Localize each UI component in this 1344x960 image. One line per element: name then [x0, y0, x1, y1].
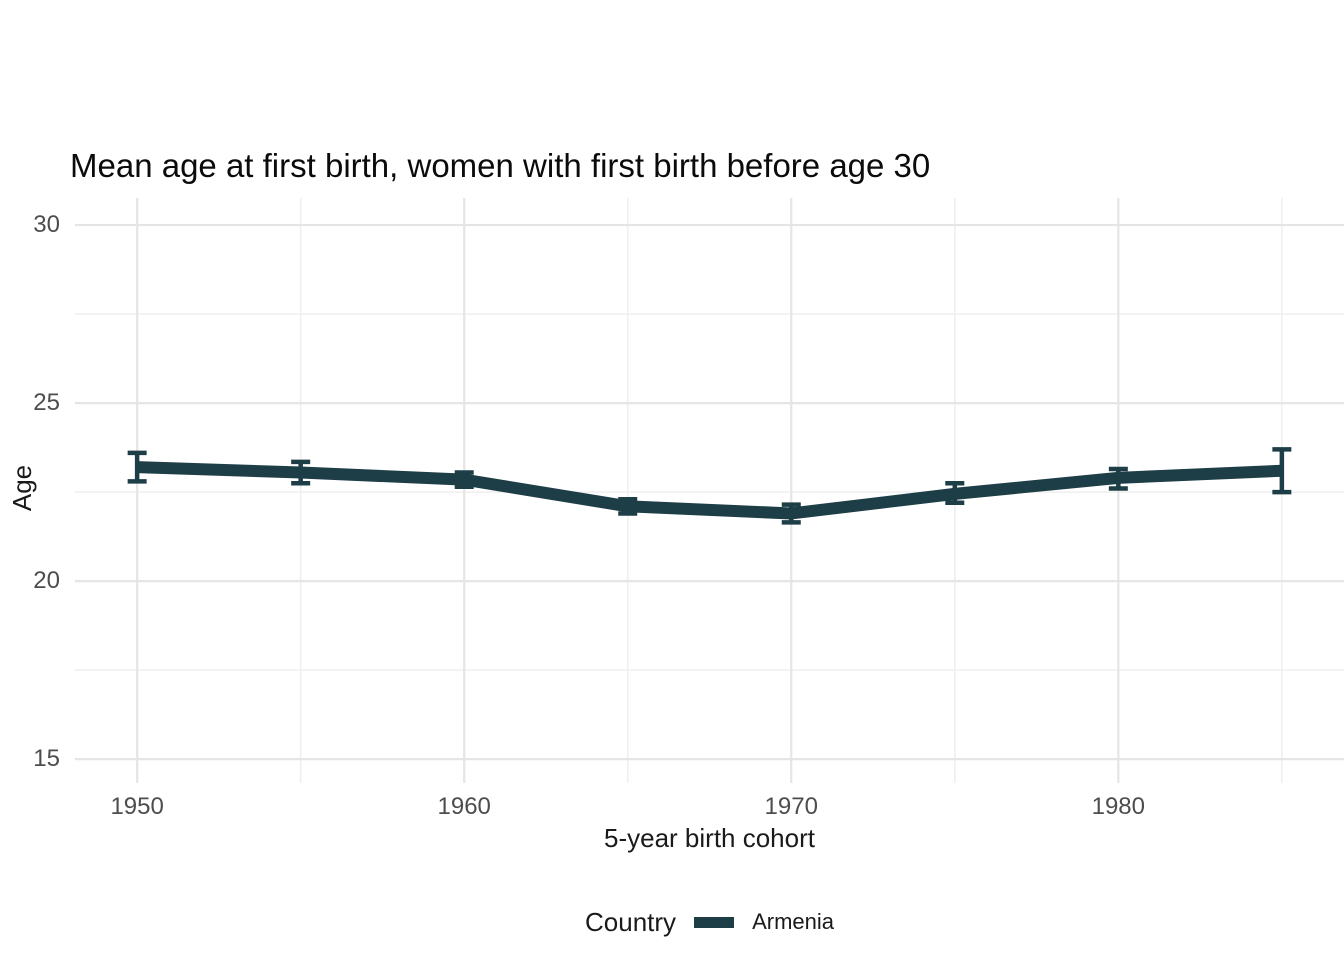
y-axis-title: Age	[7, 464, 37, 512]
y-tick-label: 15	[33, 745, 60, 773]
y-tick-label: 30	[33, 211, 60, 239]
x-axis-title: 5-year birth cohort	[604, 823, 815, 853]
x-tick-label: 1950	[110, 793, 164, 820]
series-line-armenia	[136, 461, 1283, 520]
legend-item-label: Armenia	[752, 909, 834, 934]
y-tick-label: 20	[33, 567, 60, 595]
legend-title: Country	[585, 906, 677, 937]
y-tick-label: 25	[33, 389, 60, 417]
legend: Country Armenia	[75, 898, 1344, 946]
legend-line-swatch	[694, 916, 735, 928]
x-tick-label: 1970	[764, 793, 818, 820]
x-tick-label: 1980	[1091, 793, 1145, 820]
x-tick-label: 1960	[437, 793, 491, 820]
chart-title: Mean age at first birth, women with firs…	[70, 147, 931, 184]
